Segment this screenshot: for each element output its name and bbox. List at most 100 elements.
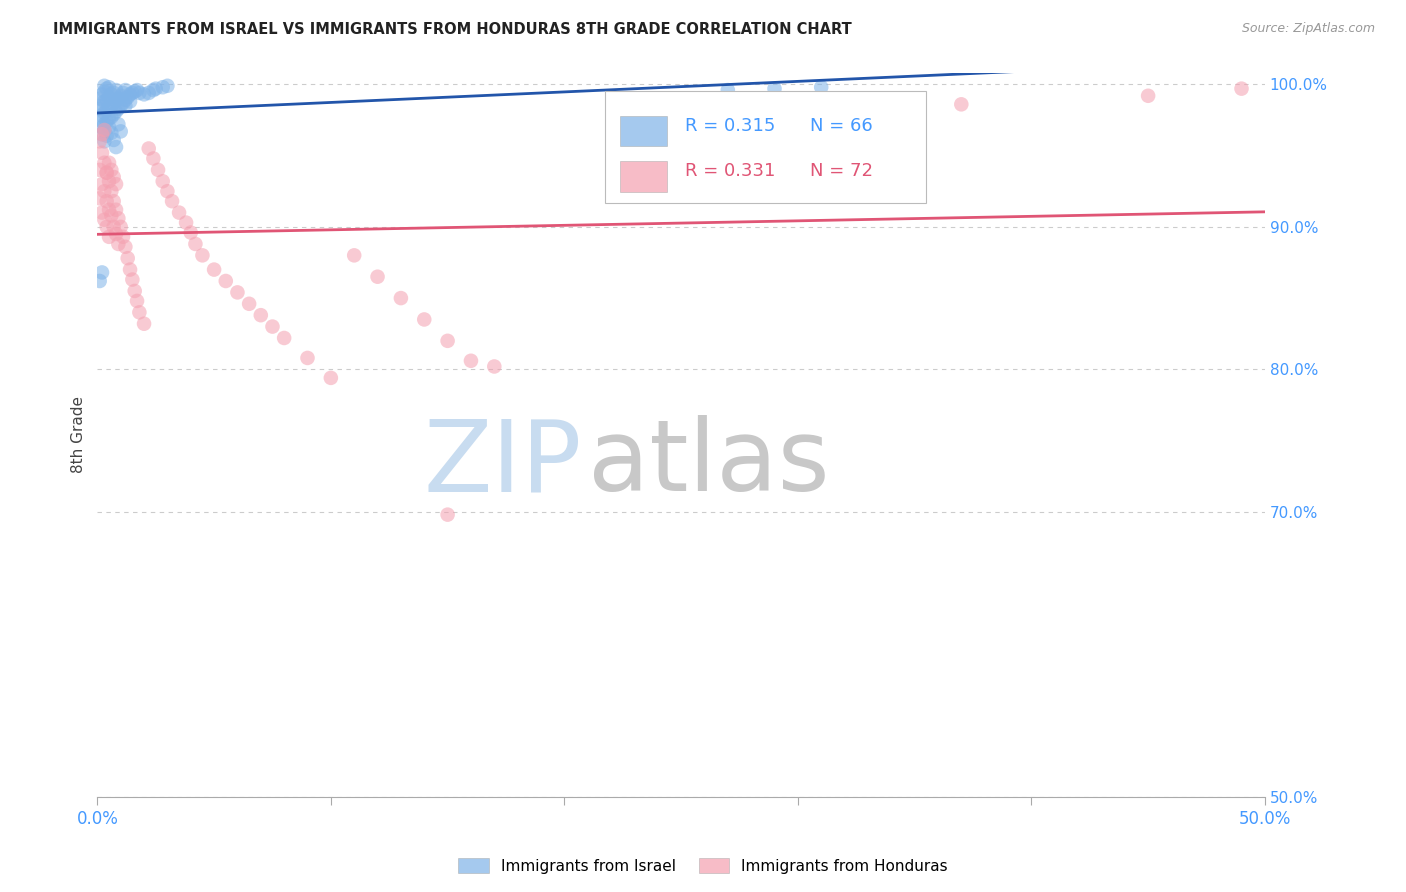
Point [93,78,115,93]
Point [125,83,148,97]
Text: IMMIGRANTS FROM ISRAEL VS IMMIGRANTS FROM HONDURAS 8TH GRADE CORRELATION CHART: IMMIGRANTS FROM ISRAEL VS IMMIGRANTS FRO… [53,22,852,37]
Point [105,202,128,217]
Point [103,169,125,184]
Point [114,83,136,97]
Point [98,155,121,169]
Point [389,291,412,305]
Point [142,152,165,166]
Point [98,229,121,244]
Point [138,86,160,100]
Point [343,248,366,262]
Text: R = 0.331: R = 0.331 [685,161,775,179]
Point [93,155,115,169]
Point [91,127,114,141]
Point [156,184,179,198]
Point [98,100,121,114]
Legend: Immigrants from Israel, Immigrants from Honduras: Immigrants from Israel, Immigrants from … [451,852,955,880]
Point [93,95,115,109]
Point [93,106,115,120]
Point [98,202,121,217]
Point [91,145,114,160]
Point [103,107,125,121]
Point [100,110,122,124]
Point [460,353,482,368]
Point [763,81,786,95]
Point [142,83,165,97]
Point [105,104,128,119]
Point [105,83,128,97]
Point [226,285,249,300]
Point [100,87,122,102]
Point [98,112,121,126]
Point [124,85,146,99]
Point [91,99,114,113]
Point [413,312,436,326]
Point [93,134,115,148]
Point [89,92,111,106]
Point [91,109,114,123]
Point [128,305,150,319]
Point [91,87,114,102]
Point [100,184,122,198]
Point [105,140,128,154]
Point [93,123,115,137]
Point [114,99,136,113]
Point [118,87,141,102]
Point [96,81,118,95]
Point [103,219,125,234]
Point [110,124,132,138]
Point [297,351,319,365]
Point [319,371,342,385]
Point [1137,88,1160,103]
FancyBboxPatch shape [605,91,927,203]
Text: N = 72: N = 72 [810,161,873,179]
FancyBboxPatch shape [620,116,666,146]
Point [96,114,118,128]
Point [98,80,121,95]
Point [132,317,155,331]
Point [124,284,146,298]
FancyBboxPatch shape [620,161,666,192]
Point [93,117,115,131]
Point [107,117,129,131]
Point [112,86,135,100]
Point [950,97,973,112]
Point [96,194,118,209]
Text: R = 0.315: R = 0.315 [685,117,775,135]
Text: ZIP: ZIP [423,416,582,512]
Point [100,209,122,223]
Point [167,205,190,219]
Text: atlas: atlas [588,416,830,512]
Point [145,81,167,95]
Point [436,334,458,348]
Point [238,297,260,311]
Point [184,236,207,251]
Point [103,133,125,147]
Point [112,95,135,110]
Text: Source: ZipAtlas.com: Source: ZipAtlas.com [1241,22,1375,36]
Point [100,99,122,113]
Point [89,102,111,116]
Point [89,113,111,128]
Point [100,162,122,177]
Point [118,262,141,277]
Point [160,194,183,209]
Point [121,86,143,100]
Point [436,508,458,522]
Point [107,236,129,251]
Point [138,141,160,155]
Point [98,120,121,135]
Point [107,102,129,116]
Point [93,212,115,227]
Point [367,269,389,284]
Point [107,92,129,106]
Point [202,262,225,277]
Point [103,95,125,110]
Point [91,120,114,135]
Point [96,219,118,234]
Point [110,219,132,234]
Point [114,240,136,254]
Text: N = 66: N = 66 [810,117,872,135]
Point [810,80,832,95]
Point [132,87,155,102]
